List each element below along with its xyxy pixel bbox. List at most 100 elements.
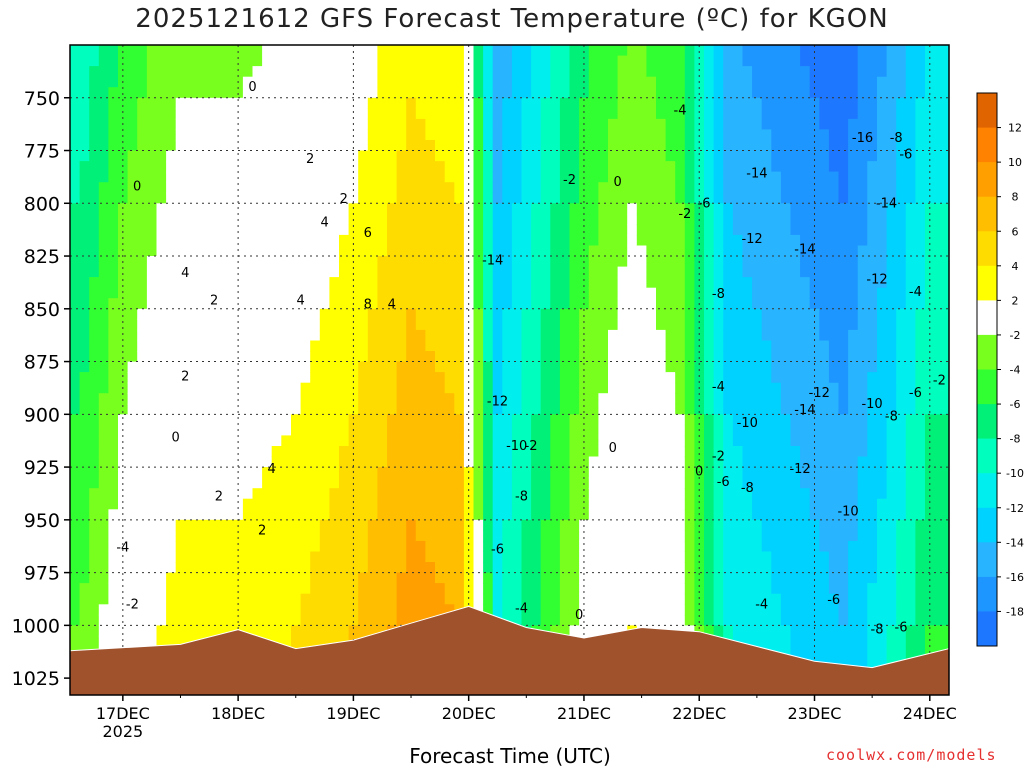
temperature-cell <box>559 277 571 289</box>
temperature-cell <box>415 361 426 373</box>
temperature-cell <box>137 393 148 405</box>
temperature-cell <box>732 435 744 447</box>
temperature-cell <box>70 55 81 67</box>
temperature-cell <box>406 55 417 67</box>
temperature-cell <box>838 140 849 152</box>
temperature-cell <box>598 129 609 141</box>
temperature-cell <box>588 572 599 584</box>
temperature-cell <box>358 298 369 310</box>
temperature-cell <box>559 224 571 236</box>
temperature-cell <box>204 467 215 479</box>
temperature-cell <box>319 329 330 342</box>
temperature-cell <box>175 488 186 500</box>
temperature-cell <box>771 340 782 352</box>
temperature-cell <box>339 583 350 595</box>
temperature-cell <box>175 509 186 521</box>
temperature-cell <box>415 213 426 225</box>
temperature-cell <box>396 129 407 141</box>
temperature-cell <box>156 424 167 437</box>
temperature-cell <box>233 266 244 278</box>
temperature-cell <box>579 150 590 162</box>
temperature-cell <box>742 583 753 595</box>
temperature-cell <box>492 266 503 278</box>
temperature-cell <box>377 45 388 57</box>
temperature-cell <box>175 414 186 426</box>
temperature-cell <box>809 319 820 331</box>
temperature-cell <box>646 382 657 394</box>
temperature-cell <box>156 572 167 584</box>
temperature-cell <box>291 625 302 637</box>
temperature-cell <box>89 266 100 278</box>
temperature-cell <box>300 551 311 563</box>
temperature-cell <box>348 287 359 299</box>
temperature-cell <box>569 161 580 173</box>
temperature-cell <box>656 161 667 173</box>
temperature-cell <box>819 340 830 352</box>
temperature-cell <box>118 361 129 373</box>
temperature-cell <box>521 87 532 99</box>
temperature-cell <box>540 203 551 215</box>
temperature-cell <box>367 171 378 183</box>
temperature-cell <box>732 625 744 637</box>
temperature-cell <box>387 55 398 67</box>
temperature-cell <box>194 456 206 468</box>
temperature-cell <box>646 234 657 247</box>
temperature-cell <box>146 498 158 510</box>
temperature-cell <box>675 287 686 299</box>
temperature-cell <box>89 477 100 489</box>
temperature-cell <box>98 435 109 447</box>
temperature-cell <box>242 287 254 299</box>
temperature-cell <box>473 382 484 394</box>
temperature-cell <box>627 150 638 162</box>
temperature-cell <box>137 477 148 489</box>
temperature-cell <box>137 403 148 415</box>
temperature-cell <box>444 403 455 415</box>
temperature-cell <box>742 361 753 373</box>
temperature-cell <box>223 393 234 405</box>
temperature-cell <box>819 477 830 489</box>
temperature-cell <box>271 351 282 363</box>
temperature-cell <box>310 519 321 531</box>
temperature-cell <box>204 234 215 247</box>
temperature-cell <box>608 171 619 183</box>
temperature-cell <box>319 583 330 595</box>
temperature-cell <box>214 414 225 426</box>
temperature-cell <box>684 414 695 426</box>
temperature-cell <box>723 55 734 67</box>
temperature-cell <box>194 87 206 99</box>
temperature-cell <box>166 551 177 563</box>
temperature-cell <box>367 266 378 278</box>
temperature-cell <box>98 203 109 215</box>
temperature-cell <box>819 129 830 141</box>
temperature-cell <box>252 393 263 405</box>
temperature-cell <box>819 488 830 500</box>
temperature-cell <box>723 435 734 447</box>
temperature-cell <box>588 361 599 373</box>
temperature-cell <box>118 308 129 320</box>
temperature-cell <box>550 256 561 268</box>
temperature-cell <box>358 540 369 553</box>
temperature-cell <box>339 329 350 342</box>
temperature-cell <box>780 446 792 458</box>
temperature-cell <box>704 477 715 489</box>
temperature-cell <box>396 203 407 215</box>
temperature-cell <box>665 182 676 194</box>
temperature-cell <box>617 604 628 616</box>
temperature-cell <box>242 488 254 500</box>
temperature-cell <box>319 530 330 542</box>
temperature-cell <box>809 593 820 605</box>
temperature-cell <box>194 340 206 352</box>
temperature-cell <box>723 593 734 605</box>
temperature-cell <box>127 192 138 204</box>
temperature-cell <box>559 298 571 310</box>
temperature-cell <box>223 551 234 563</box>
temperature-cell <box>598 161 609 173</box>
temperature-cell <box>406 414 417 426</box>
temperature-cell <box>780 140 792 152</box>
temperature-cell <box>531 213 542 225</box>
temperature-cell <box>127 97 138 109</box>
temperature-cell <box>185 329 196 342</box>
temperature-cell <box>800 213 811 225</box>
temperature-cell <box>108 108 119 120</box>
temperature-cell <box>281 625 292 637</box>
